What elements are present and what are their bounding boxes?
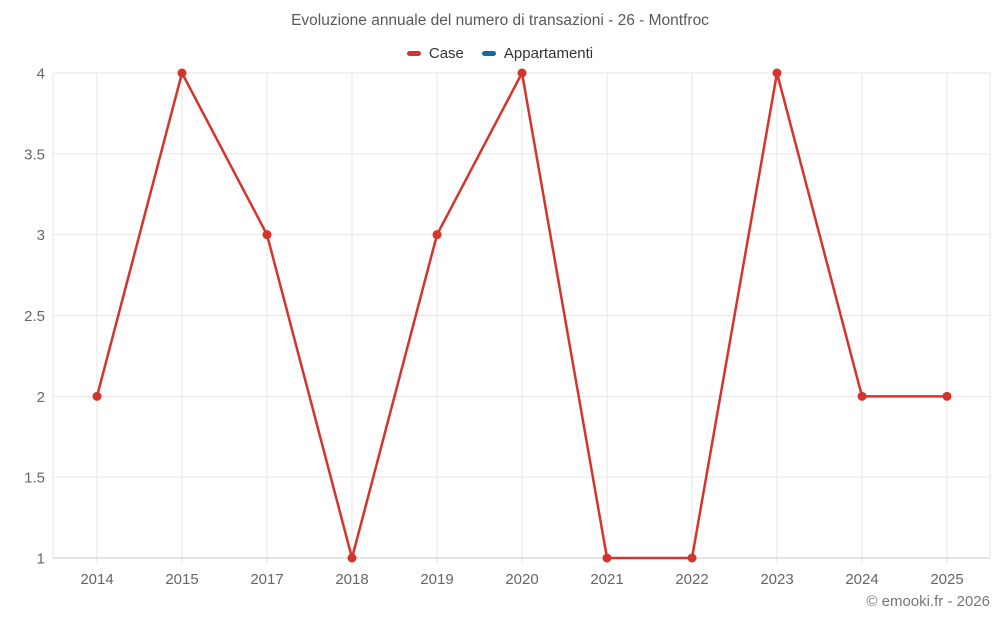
legend-label-appartamenti: Appartamenti: [503, 45, 594, 62]
data-point-case-2022[interactable]: [687, 553, 697, 563]
x-tick-label-2021: 2021: [590, 571, 623, 588]
y-tick-label-2: 2: [37, 389, 45, 406]
y-tick-label-1: 1: [37, 551, 45, 568]
x-tick-label-2018: 2018: [335, 571, 368, 588]
data-point-case-2020[interactable]: [517, 68, 527, 78]
x-tick-label-2023: 2023: [760, 571, 793, 588]
data-point-case-2015[interactable]: [177, 68, 187, 78]
y-tick-label-2.5: 2.5: [24, 308, 45, 325]
x-tick-label-2015: 2015: [165, 571, 198, 588]
x-tick-label-2022: 2022: [675, 571, 708, 588]
copyright-text: © emooki.fr - 2026: [866, 593, 990, 610]
chart-legend: Case Appartamenti: [0, 45, 1000, 62]
legend-item-case[interactable]: Case: [406, 45, 464, 62]
legend-swatch-case: [406, 51, 421, 56]
data-point-case-2023[interactable]: [772, 68, 782, 78]
x-tick-label-2024: 2024: [845, 571, 878, 588]
x-tick-label-2017: 2017: [250, 571, 283, 588]
y-tick-label-3.5: 3.5: [24, 146, 45, 163]
legend-item-appartamenti[interactable]: Appartamenti: [481, 45, 594, 62]
data-point-case-2024[interactable]: [857, 391, 867, 401]
data-point-case-2021[interactable]: [602, 553, 612, 563]
x-tick-label-2014: 2014: [80, 571, 113, 588]
legend-swatch-appartamenti: [481, 51, 496, 56]
y-tick-label-4: 4: [37, 66, 45, 83]
legend-label-case: Case: [428, 45, 464, 62]
x-tick-label-2025: 2025: [930, 571, 963, 588]
x-tick-label-2020: 2020: [505, 571, 538, 588]
data-point-case-2017[interactable]: [262, 230, 272, 240]
x-tick-label-2019: 2019: [420, 571, 453, 588]
data-point-case-2025[interactable]: [942, 391, 952, 401]
chart-title: Evoluzione annuale del numero di transaz…: [291, 12, 709, 29]
y-tick-label-1.5: 1.5: [24, 470, 45, 487]
data-point-case-2014[interactable]: [92, 391, 102, 401]
data-point-case-2019[interactable]: [432, 230, 442, 240]
y-tick-label-3: 3: [37, 227, 45, 244]
data-point-case-2018[interactable]: [347, 553, 357, 563]
